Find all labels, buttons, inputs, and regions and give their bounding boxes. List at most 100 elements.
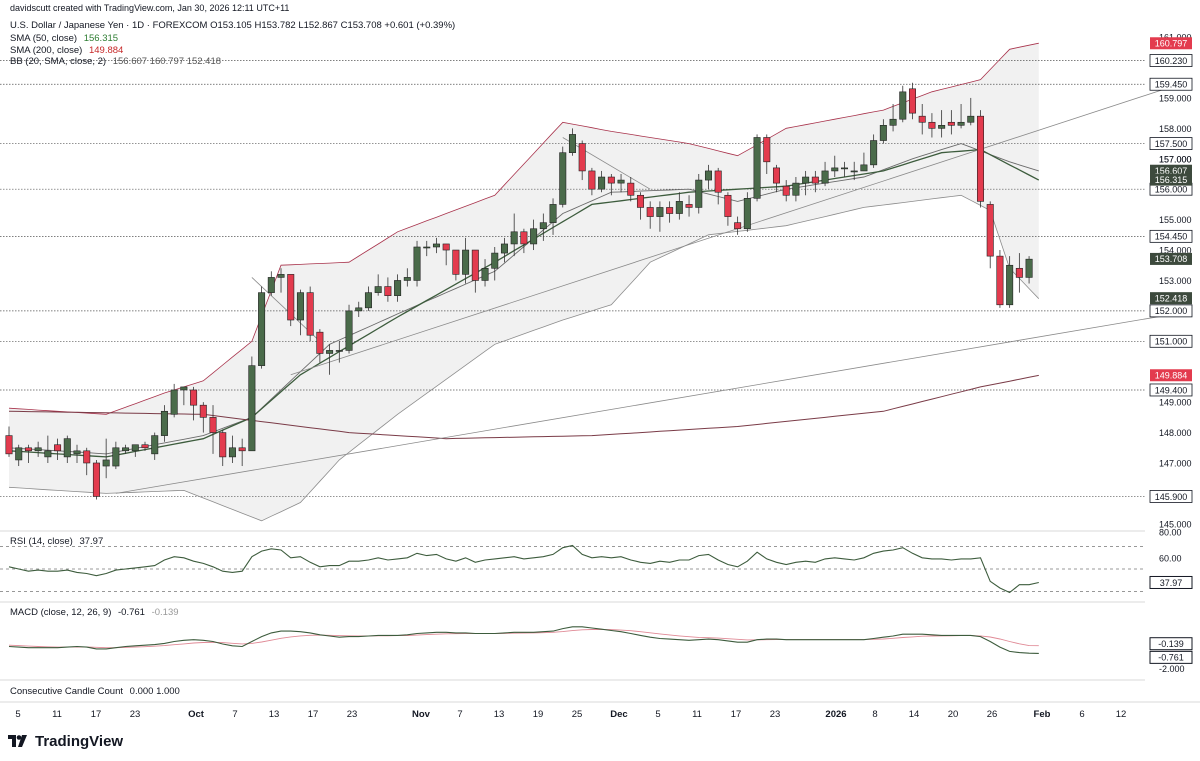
candle-body: [908, 88, 916, 114]
level-label-box: [1149, 304, 1193, 318]
time-tick-15: 5: [655, 709, 661, 720]
time-tick-16: 11: [692, 709, 702, 720]
bb-values: 156.607 160.797 152.418: [112, 56, 222, 67]
price-badge-bg: [1150, 252, 1192, 265]
candle-body: [831, 167, 839, 172]
candle-49: [481, 259, 489, 287]
level-label-6: 151.000: [1149, 334, 1193, 348]
candle-70: [685, 195, 693, 217]
candle-99: [967, 97, 975, 126]
candle-8: [83, 447, 91, 476]
candle-7: [73, 444, 81, 463]
candle-body: [947, 121, 955, 126]
rsi-legend[interactable]: RSI (14, close) 37.97: [10, 536, 103, 547]
candle-body: [568, 134, 576, 153]
price-tick-6: 154.000: [1159, 246, 1192, 256]
candle-54: [530, 219, 538, 251]
price-badge-text: 156.607: [1155, 166, 1188, 176]
candle-40: [394, 274, 402, 302]
candle-body: [335, 350, 343, 352]
candle-body: [811, 176, 819, 184]
candle-104: [1015, 253, 1023, 293]
price-tick-13: 145.000: [1159, 519, 1192, 529]
time-tick-13: 25: [571, 709, 583, 720]
candle-37: [364, 286, 372, 311]
candle-22: [219, 429, 227, 467]
chart-credit: davidscutt created with TradingView.com,…: [10, 3, 290, 13]
level-label-4: 154.450: [1149, 229, 1193, 243]
candle-11: [112, 441, 120, 470]
level-label-text: 160.230: [1155, 56, 1188, 66]
candle-body: [899, 91, 907, 120]
time-tick-4: Oct: [188, 709, 204, 720]
candle-body: [986, 204, 994, 257]
candle-body: [160, 410, 168, 436]
candle-body: [296, 292, 304, 321]
ccc-legend[interactable]: Consecutive Candle Count 0.000 1.000: [10, 686, 180, 697]
candle-64: [627, 177, 635, 202]
candle-body: [122, 447, 130, 452]
level-label-box: [1149, 229, 1193, 243]
candle-body: [364, 292, 372, 309]
candle-38: [374, 274, 382, 296]
candle-97: [947, 110, 955, 135]
candle-17: [170, 383, 178, 418]
time-tick-10: 7: [457, 709, 463, 720]
level-label-box: [1149, 334, 1193, 348]
sma50-legend[interactable]: SMA (50, close) 156.315: [10, 33, 118, 45]
candle-body: [432, 243, 440, 248]
candle-body: [938, 125, 946, 129]
candle-body: [539, 222, 547, 230]
candle-body: [743, 198, 751, 230]
candle-body: [209, 417, 217, 433]
candle-body: [277, 274, 285, 278]
macd-legend[interactable]: MACD (close, 12, 26, 9) -0.761 -0.139: [10, 607, 179, 618]
candle-body: [102, 459, 110, 467]
sma200-legend[interactable]: SMA (200, close) 149.884: [10, 45, 123, 57]
candle-10: [102, 438, 110, 479]
tradingview-logo-icon: [8, 734, 27, 747]
level-label-box: [1149, 54, 1193, 67]
candle-body: [928, 121, 936, 129]
candle-31: [306, 286, 314, 342]
bb-legend[interactable]: BB (20, SMA, close, 2) 156.607 160.797 1…: [10, 56, 221, 68]
candle-96: [938, 110, 946, 138]
candle-58: [568, 128, 576, 156]
candle-body: [530, 228, 538, 245]
trendline-3: [562, 137, 651, 190]
candle-24: [238, 438, 246, 467]
level-label-text: 157.500: [1155, 139, 1188, 149]
tradingview-logo[interactable]: TradingView: [8, 733, 123, 750]
macd-badge-1: -0.761: [1149, 650, 1193, 664]
price-tick-2: 158.000: [1159, 124, 1192, 134]
bollinger-band-fill: [9, 43, 1039, 521]
candle-71: [695, 173, 703, 214]
candle-body: [131, 444, 139, 452]
candle-35: [345, 304, 353, 354]
candle-body: [772, 167, 780, 184]
candle-73: [714, 167, 722, 205]
price-badge-text: 153.708: [1155, 254, 1188, 264]
rsi-value: 37.97: [79, 536, 104, 547]
rsi-tick-1: 60.00: [1159, 553, 1182, 563]
level-label-7: 149.400: [1149, 383, 1193, 397]
candle-body: [180, 386, 188, 391]
candle-body: [44, 450, 52, 458]
price-badge-4: 152.418: [1150, 292, 1192, 305]
macd-tick-0: -2.000: [1159, 664, 1185, 674]
candle-body: [190, 389, 198, 406]
candle-body: [957, 121, 965, 126]
time-tick-17: 17: [730, 709, 742, 720]
price-badge-bg: [1149, 637, 1193, 651]
candle-body: [967, 115, 975, 123]
candle-body: [462, 249, 470, 275]
candle-65: [636, 192, 644, 220]
time-tick-7: 17: [307, 709, 319, 720]
price-badge-bg: [1149, 575, 1193, 589]
candle-46: [452, 249, 460, 281]
time-tick-18: 23: [769, 709, 781, 720]
candle-body: [802, 176, 810, 184]
time-tick-23: 26: [986, 709, 998, 720]
candle-69: [675, 192, 683, 220]
